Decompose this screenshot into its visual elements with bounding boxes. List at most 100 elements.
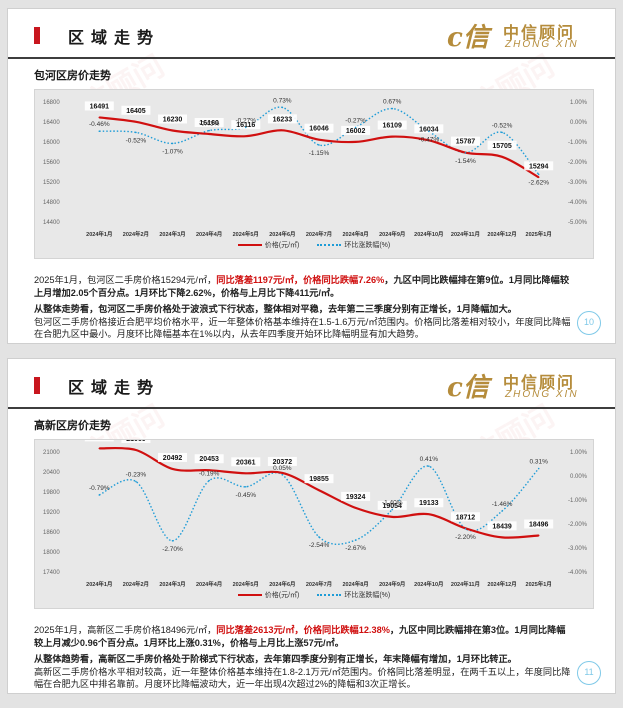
x-tick-label: 2024年2月 bbox=[123, 580, 149, 588]
price-point bbox=[281, 472, 284, 474]
change-data-label: -0.43% bbox=[199, 121, 220, 128]
price-data-label: 16233 bbox=[273, 116, 293, 123]
chart-legend: 价格(元/㎡) 环比涨跌幅(%) bbox=[35, 240, 593, 250]
price-point bbox=[318, 138, 320, 141]
change-data-label: -0.52% bbox=[492, 122, 513, 129]
legend-change-swatch bbox=[317, 244, 342, 247]
price-label-bg bbox=[158, 114, 188, 124]
change-data-label: -0.47% bbox=[419, 136, 440, 143]
header-accent-bar bbox=[34, 27, 40, 44]
price-label-bg bbox=[121, 440, 151, 443]
price-point bbox=[171, 129, 174, 132]
legend-change-label: 环比涨跌幅(%) bbox=[344, 592, 391, 599]
change-data-label: -1.07% bbox=[162, 148, 183, 155]
price-data-label: 16230 bbox=[163, 117, 183, 124]
section-title: 区域走势 bbox=[68, 30, 161, 47]
price-label-bg bbox=[231, 120, 261, 130]
change-data-label: -0.23% bbox=[126, 472, 147, 479]
change-point bbox=[391, 508, 394, 511]
section-title: 区域走势 bbox=[68, 380, 161, 397]
price-data-label: 15787 bbox=[456, 139, 476, 146]
price-data-label: 18439 bbox=[492, 523, 512, 530]
price-label-bg bbox=[487, 521, 517, 531]
x-tick-label: 2024年7月 bbox=[306, 230, 332, 238]
price-data-label: 19855 bbox=[309, 476, 329, 483]
change-data-label: 0.41% bbox=[420, 456, 439, 463]
price-point bbox=[537, 534, 540, 537]
price-point bbox=[391, 135, 394, 138]
change-point bbox=[244, 486, 247, 488]
slide-baohe: 中信顾问 中信顾问 中信顾问 区域走势 c信 中信顾问 ZHONG XIN 包河… bbox=[7, 8, 616, 344]
change-point bbox=[318, 536, 320, 538]
x-tick-label: 2024年2月 bbox=[123, 230, 149, 238]
price-data-label: 21060 bbox=[126, 440, 146, 443]
x-tick-label: 2024年3月 bbox=[159, 580, 185, 588]
price-data-label: 16046 bbox=[309, 126, 329, 133]
price-label-bg bbox=[524, 161, 554, 171]
change-point bbox=[98, 494, 101, 496]
price-point bbox=[98, 447, 101, 450]
x-tick-label: 2024年4月 bbox=[196, 580, 222, 588]
summary-text-rest: ，九区中同比跌幅排在第9位。1月同比降幅较上月增加2.05个百分点。1月环比下降… bbox=[34, 275, 570, 298]
x-tick-label: 2024年5月 bbox=[233, 230, 259, 238]
x-tick-label: 2024年10月 bbox=[414, 230, 443, 238]
price-point bbox=[281, 129, 284, 132]
summary-highlight: 同比落差2613元/㎡，价格同比跌幅12.38% bbox=[216, 625, 390, 635]
change-data-label: 0.31% bbox=[529, 459, 548, 466]
change-data-label: -1.54% bbox=[455, 158, 476, 165]
y-left-tick-label: 14800 bbox=[43, 200, 60, 206]
price-point bbox=[135, 449, 137, 451]
change-point bbox=[135, 131, 137, 134]
price-point bbox=[244, 135, 247, 137]
price-data-label: 16109 bbox=[382, 123, 402, 130]
change-point bbox=[354, 539, 357, 541]
x-tick-label: 2024年4月 bbox=[196, 230, 222, 238]
price-point bbox=[135, 120, 137, 123]
legend-change-swatch bbox=[317, 594, 342, 597]
summary-text: 2025年1月，高新区二手房价格18496元/㎡， bbox=[34, 625, 217, 635]
price-point bbox=[171, 468, 174, 470]
slide-header: 区域走势 c信 中信顾问 ZHONG XIN bbox=[8, 9, 615, 59]
analysis-body: 包河区二手房价格接近合肥平均价格水平，近一年整体价格基本维持在1.5-1.6万元… bbox=[34, 316, 571, 340]
slide-header: 区域走势 c信 中信顾问 ZHONG XIN bbox=[8, 359, 615, 409]
y-right-tick-label: -3.00% bbox=[568, 180, 588, 186]
change-data-label: -1.46% bbox=[492, 501, 513, 508]
x-tick-label: 2024年7月 bbox=[306, 580, 332, 588]
price-data-label: 16034 bbox=[419, 126, 439, 133]
summary-highlight: 同比落差1197元/㎡，价格同比跌幅7.26% bbox=[216, 275, 385, 285]
logo-name-cn: 中信顾问 bbox=[503, 375, 576, 392]
change-data-label: -0.27% bbox=[235, 117, 256, 124]
price-point bbox=[428, 513, 430, 516]
x-tick-label: 2025年1月 bbox=[526, 230, 552, 238]
company-logo: c信 中信顾问 ZHONG XIN bbox=[447, 17, 597, 55]
y-left-tick-label: 19200 bbox=[43, 510, 60, 516]
header-accent-bar bbox=[34, 377, 40, 394]
x-tick-label: 2024年11月 bbox=[451, 580, 480, 588]
y-left-tick-label: 15600 bbox=[43, 160, 60, 166]
change-point bbox=[318, 144, 320, 146]
x-tick-label: 2025年1月 bbox=[526, 580, 552, 588]
change-point bbox=[281, 474, 284, 476]
price-label-bg bbox=[487, 140, 517, 150]
price-point bbox=[208, 469, 210, 472]
x-tick-label: 2024年12月 bbox=[487, 580, 516, 588]
x-tick-label: 2024年10月 bbox=[414, 580, 443, 588]
change-data-label: -2.20% bbox=[455, 534, 476, 541]
analysis-paragraph: 从整体趋势看，高新区二手房价格处于阶梯式下行状态，去年第四季度分别有正增长，年末… bbox=[34, 653, 574, 691]
x-tick-label: 2024年8月 bbox=[342, 580, 368, 588]
price-data-label: 16491 bbox=[90, 103, 110, 110]
change-point bbox=[501, 510, 503, 512]
y-left-tick-label: 16800 bbox=[43, 100, 60, 106]
x-tick-label: 2024年8月 bbox=[342, 230, 368, 238]
y-right-tick-label: -5.00% bbox=[568, 220, 588, 226]
chart-subtitle: 包河区房价走势 bbox=[34, 70, 111, 82]
price-data-label: 20453 bbox=[199, 456, 219, 463]
change-point bbox=[171, 540, 174, 542]
price-data-label: 16002 bbox=[346, 128, 366, 135]
y-right-tick-label: -1.00% bbox=[568, 498, 588, 504]
change-point bbox=[208, 479, 210, 482]
y-right-tick-label: -2.00% bbox=[568, 160, 588, 166]
price-point bbox=[354, 141, 357, 143]
legend-price-label: 价格(元/㎡) bbox=[264, 242, 300, 249]
price-label-bg bbox=[231, 457, 261, 467]
